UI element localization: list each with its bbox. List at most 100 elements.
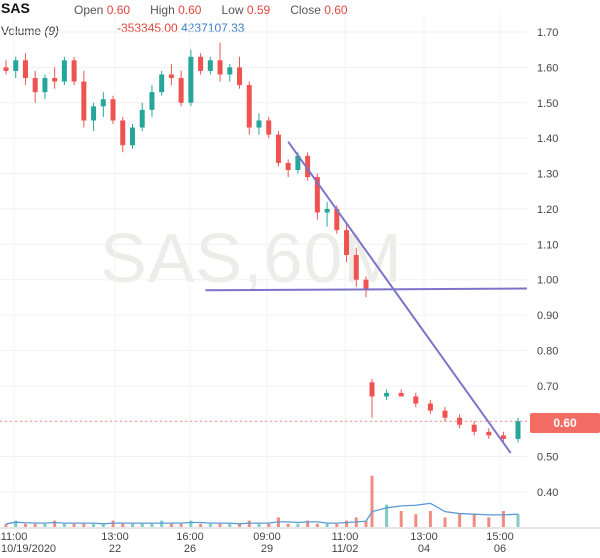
volume-indicator-label: Volume (9) (1, 24, 59, 38)
x-date-label: 22 (109, 543, 121, 555)
volume-bar (472, 514, 476, 527)
descending-trendline (287, 141, 512, 454)
volume-bar (189, 520, 193, 527)
volume-bar (72, 523, 76, 527)
volume-ma-line (5, 502, 519, 525)
x-date-label: 29 (261, 543, 273, 555)
x-date-label: 26 (184, 543, 196, 555)
candle-body (427, 403, 433, 411)
volume-bar (443, 517, 447, 527)
x-date-label: 06 (494, 543, 506, 555)
volume-label: Volume (1, 24, 42, 38)
y-tick-label: 0.40 (537, 487, 558, 499)
volume-bar (286, 523, 290, 527)
ohlc-readout: Open 0.60 High 0.60 Low 0.59 Close 0.60 (74, 3, 348, 17)
candle-body (363, 279, 369, 291)
candle-body (149, 92, 155, 110)
y-tick-label: 1.20 (537, 204, 558, 216)
y-tick-label: 0.90 (537, 310, 558, 322)
volume-bar (140, 523, 144, 527)
candle-body (227, 67, 233, 75)
volume-bar (101, 523, 105, 527)
symbol-watermark: SAS,60M (100, 219, 403, 297)
volume-bar (364, 520, 368, 527)
volume-bar (306, 520, 310, 527)
y-tick-label: 1.10 (537, 239, 558, 251)
volume-bar (315, 523, 319, 527)
close-value: 0.60 (324, 3, 348, 17)
x-date-label: 11/02 (332, 543, 359, 555)
candle-body (353, 254, 359, 280)
candle-body (413, 396, 419, 404)
candle-body (178, 78, 184, 103)
candle-body (168, 74, 174, 78)
candle-body (207, 60, 213, 71)
y-tick-label: 1.60 (537, 62, 558, 74)
candle-body (246, 85, 252, 128)
candle-body (188, 56, 194, 103)
candle-body (500, 435, 506, 439)
volume-bar (43, 523, 47, 527)
volume-bar (218, 523, 222, 527)
candle-body (110, 99, 116, 121)
x-time-label: 11:00 (1, 531, 28, 543)
candle-body (515, 421, 521, 439)
volume-bar (414, 514, 418, 527)
candle-body (120, 120, 126, 146)
candle-body (266, 120, 272, 135)
volume-bar (150, 523, 154, 527)
candle-body (129, 127, 135, 146)
high-value: 0.60 (178, 3, 202, 17)
y-tick-label: 1.40 (537, 133, 558, 145)
x-time-label: 09:00 (253, 531, 281, 543)
volume-bar (4, 523, 8, 527)
volume-bar (335, 523, 339, 527)
volume-bar (179, 523, 183, 527)
volume-bar (399, 511, 403, 527)
candle-body (285, 162, 291, 170)
volume-bar (385, 504, 389, 527)
candle-body (71, 60, 77, 82)
volume-bar (23, 523, 27, 527)
candle-body (13, 60, 19, 71)
candle-body (198, 56, 204, 71)
candle-body (237, 67, 243, 86)
volume-bar (121, 523, 125, 527)
x-time-label: 16:00 (176, 531, 204, 543)
last-price-tag: 0.60 (530, 413, 600, 433)
candle-body (275, 134, 281, 163)
candle-body (32, 78, 38, 93)
open-value: 0.60 (106, 3, 131, 17)
candle-body (398, 392, 404, 397)
candle-body (486, 431, 492, 436)
candle-body (91, 106, 97, 121)
volume-bar (92, 523, 96, 527)
volume-bar (238, 523, 242, 527)
x-time-label: 15:00 (486, 531, 514, 543)
y-tick-label: 0.50 (537, 452, 558, 464)
candle-body (3, 67, 9, 71)
volume-bar (428, 511, 432, 527)
x-date-label: 10/19/2020 (1, 543, 56, 555)
volume-bar (53, 520, 57, 527)
volume-bar (33, 523, 37, 527)
volume-bar (62, 523, 66, 527)
candle-body (471, 424, 477, 432)
candle-body (81, 81, 87, 121)
symbol-title: SAS (1, 0, 30, 16)
volume-bar (257, 523, 261, 527)
volume-bar (169, 523, 173, 527)
candle-body (334, 208, 340, 231)
volume-bar (130, 523, 134, 527)
volume-bar (516, 514, 520, 527)
y-tick-label: 0.70 (537, 381, 558, 393)
volume-bar (325, 523, 329, 527)
volume-period: (9) (44, 24, 60, 38)
volume-bar (228, 523, 232, 527)
volume-bar (14, 520, 18, 527)
y-tick-label: 1.00 (537, 275, 558, 287)
y-tick-label: 1.50 (537, 98, 558, 110)
x-time-label: 11:00 (332, 531, 359, 543)
y-tick-label: 1.30 (537, 169, 558, 181)
